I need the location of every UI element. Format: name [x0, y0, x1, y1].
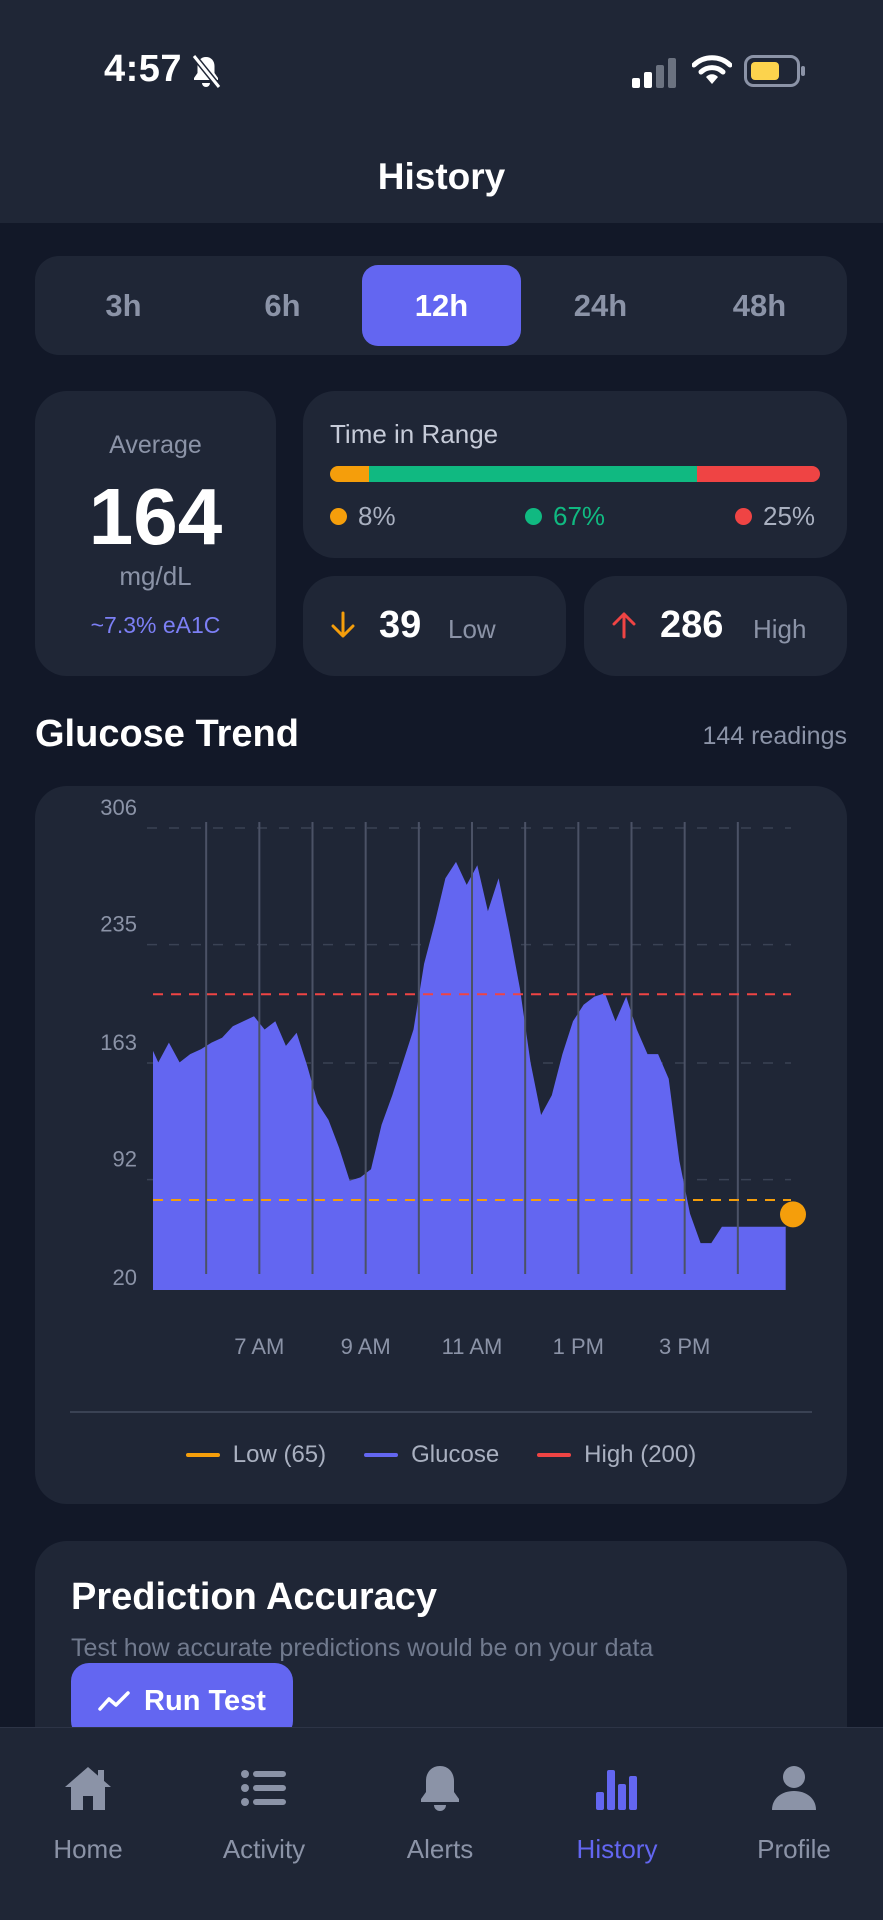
time-in-range-in-segment: [369, 466, 698, 482]
bottom-nav: Home Activity Alerts History Profile: [0, 1727, 883, 1920]
low-stat-value: 39: [379, 604, 422, 646]
in-range-percent: 67%: [525, 501, 605, 532]
legend-glucose: Glucose: [364, 1441, 499, 1469]
low-stat-label: Low: [448, 614, 496, 644]
glucose-chart-card: 306 235 163 92 20 7 AM 9 AM 11 AM 1 PM 3 PM Low (…: [35, 786, 847, 1504]
low-percent-value: 8%: [358, 501, 396, 531]
legend-high: High (200): [537, 1441, 696, 1469]
in-range-percent-value: 67%: [553, 501, 606, 531]
legend-low-label: Low (65): [232, 1441, 327, 1468]
nav-profile[interactable]: Profile: [706, 1762, 882, 1865]
low-stat-card: 39 Low: [303, 576, 566, 676]
nav-alerts[interactable]: Alerts: [352, 1762, 528, 1865]
high-percent: 25%: [735, 501, 815, 532]
list-icon: [241, 1770, 286, 1806]
x-tick-label: 1 PM: [553, 1334, 604, 1359]
bell-icon: [421, 1766, 459, 1811]
cellular-signal-icon: [632, 58, 676, 88]
y-tick-label: 92: [113, 1147, 137, 1172]
average-card: Average 164 mg/dL ~7.3% eA1C: [35, 391, 276, 676]
battery-icon: [744, 55, 805, 87]
average-unit: mg/dL: [119, 561, 192, 591]
high-percent-value: 25%: [763, 501, 816, 531]
y-tick-label: 20: [113, 1265, 137, 1290]
y-tick-label: 163: [100, 1030, 137, 1055]
average-label: Average: [109, 431, 202, 459]
legend-glucose-swatch: [364, 1453, 399, 1457]
tab-6h[interactable]: 6h: [264, 288, 301, 323]
high-stat-label: High: [753, 614, 807, 644]
glucose-trend-title: Glucose Trend: [35, 713, 299, 755]
tab-3h[interactable]: 3h: [105, 288, 142, 323]
run-test-label: Run Test: [144, 1684, 266, 1717]
arrow-up-icon: [612, 612, 636, 639]
nav-home[interactable]: Home: [0, 1762, 176, 1865]
nav-alerts-label: Alerts: [406, 1834, 474, 1864]
prediction-subtitle: Test how accurate predictions would be o…: [71, 1634, 654, 1662]
time-in-range-card: Time in Range 8% 67% 25%: [303, 391, 847, 558]
in-range-dot-icon: [525, 508, 542, 525]
range-tabs: 3h 6h 12h 24h 48h: [35, 256, 847, 355]
y-tick-label: 235: [100, 912, 137, 937]
low-percent: 8%: [330, 501, 396, 532]
high-stat-card: 286 High: [584, 576, 847, 676]
run-test-button[interactable]: Run Test: [71, 1663, 293, 1739]
bell-off-icon: [191, 54, 222, 89]
legend-glucose-label: Glucose: [411, 1441, 500, 1468]
legend-low-swatch: [185, 1453, 220, 1457]
tab-24h[interactable]: 24h: [573, 288, 628, 323]
legend-low: Low (65): [185, 1441, 327, 1469]
chart-legend: Low (65) Glucose High (200): [35, 1441, 847, 1469]
header: 4:57 History: [0, 0, 883, 223]
page-title: History: [377, 156, 506, 197]
status-time: 4:57: [104, 48, 183, 90]
tab-12h[interactable]: 12h: [362, 265, 521, 346]
nav-history-label: History: [576, 1834, 658, 1864]
time-in-range-low-segment: [330, 466, 370, 482]
tab-48h[interactable]: 48h: [732, 288, 787, 323]
nav-history[interactable]: History: [529, 1762, 705, 1865]
x-tick-label: 7 AM: [234, 1334, 284, 1359]
glucose-chart: 306 235 163 92 20 7 AM 9 AM 11 AM 1 PM 3 PM: [100, 795, 806, 1359]
trend-line-icon: [98, 1691, 130, 1711]
arrow-down-icon: [331, 611, 355, 638]
legend-high-label: High (200): [584, 1441, 697, 1468]
time-in-range-high-segment: [697, 466, 820, 482]
time-in-range-bar: [330, 466, 820, 482]
high-stat-value: 286: [660, 604, 724, 646]
time-in-range-title: Time in Range: [330, 419, 499, 449]
readings-count: 144 readings: [702, 722, 847, 750]
bar-chart-icon: [596, 1770, 637, 1810]
nav-activity[interactable]: Activity: [176, 1762, 352, 1865]
high-dot-icon: [735, 508, 752, 525]
nav-profile-label: Profile: [757, 1834, 831, 1864]
current-value-dot: [780, 1201, 806, 1228]
average-value: 164: [88, 472, 223, 561]
home-icon: [65, 1767, 111, 1810]
nav-home-label: Home: [53, 1834, 123, 1864]
average-a1c: ~7.3% eA1C: [90, 612, 221, 638]
legend-high-swatch: [537, 1453, 572, 1457]
x-tick-label: 11 AM: [442, 1334, 503, 1359]
prediction-title: Prediction Accuracy: [71, 1576, 438, 1618]
wifi-icon: [692, 55, 732, 84]
glucose-area: [153, 861, 786, 1290]
x-tick-label: 3 PM: [659, 1334, 710, 1359]
y-tick-label: 306: [100, 795, 137, 820]
nav-activity-label: Activity: [222, 1834, 306, 1864]
low-dot-icon: [330, 508, 347, 525]
x-tick-label: 9 AM: [341, 1334, 391, 1359]
user-icon: [772, 1766, 816, 1810]
chart-divider: [70, 1411, 812, 1413]
